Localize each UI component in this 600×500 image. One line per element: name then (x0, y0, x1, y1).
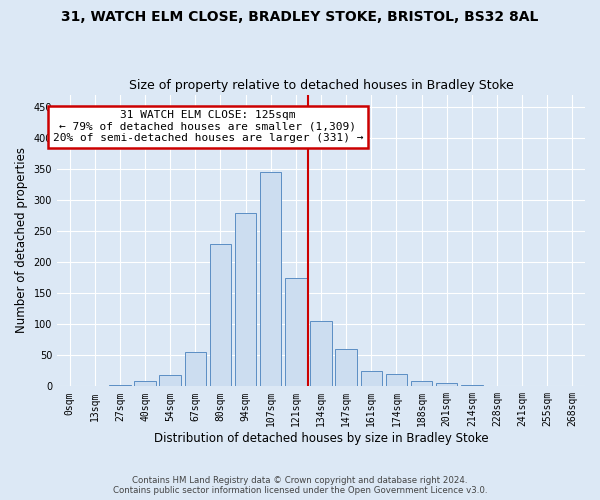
Bar (260, 172, 281, 386)
Bar (411, 382, 432, 386)
Bar (335, 349, 357, 387)
Title: Size of property relative to detached houses in Bradley Stoke: Size of property relative to detached ho… (128, 79, 514, 92)
Y-axis label: Number of detached properties: Number of detached properties (15, 148, 28, 334)
Bar (386, 374, 407, 386)
Bar (134, 382, 156, 386)
X-axis label: Distribution of detached houses by size in Bradley Stoke: Distribution of detached houses by size … (154, 432, 488, 445)
Bar (310, 321, 332, 386)
Bar (461, 385, 482, 386)
Text: 31, WATCH ELM CLOSE, BRADLEY STOKE, BRISTOL, BS32 8AL: 31, WATCH ELM CLOSE, BRADLEY STOKE, BRIS… (61, 10, 539, 24)
Bar (285, 278, 307, 386)
Bar (185, 352, 206, 386)
Bar (109, 385, 131, 386)
Bar (361, 371, 382, 386)
Bar (436, 383, 457, 386)
Text: 31 WATCH ELM CLOSE: 125sqm
← 79% of detached houses are smaller (1,309)
20% of s: 31 WATCH ELM CLOSE: 125sqm ← 79% of deta… (53, 110, 363, 144)
Bar (210, 244, 231, 386)
Text: Contains HM Land Registry data © Crown copyright and database right 2024.
Contai: Contains HM Land Registry data © Crown c… (113, 476, 487, 495)
Bar (235, 212, 256, 386)
Bar (160, 375, 181, 386)
